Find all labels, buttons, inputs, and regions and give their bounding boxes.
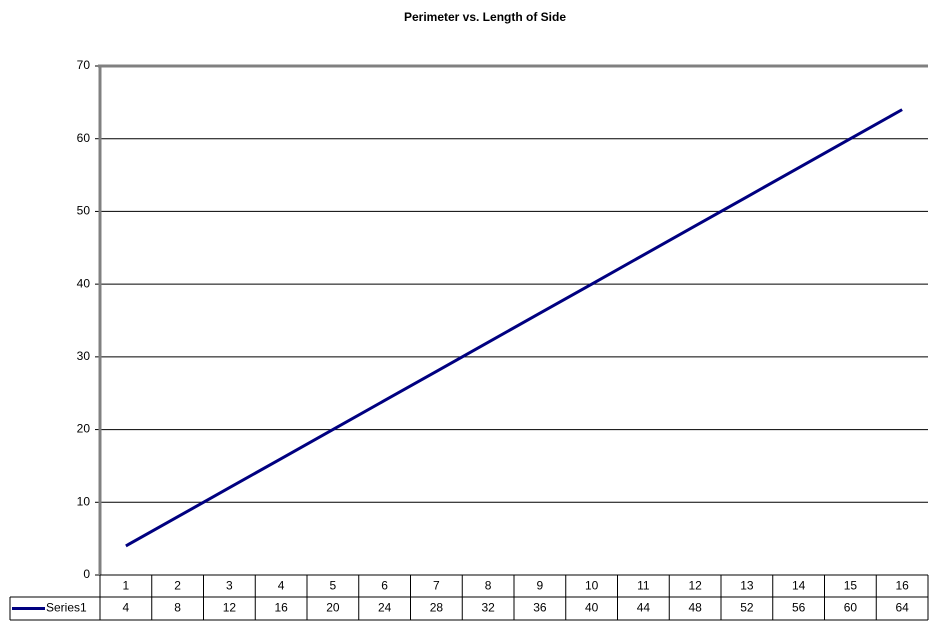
table-value: 36 — [533, 601, 547, 615]
y-tick-label: 50 — [77, 204, 91, 218]
y-tick-label: 40 — [77, 276, 91, 290]
table-value: 52 — [740, 601, 754, 615]
x-tick-label: 14 — [792, 579, 806, 593]
x-tick-label: 12 — [688, 579, 702, 593]
x-tick-label: 16 — [895, 579, 909, 593]
table-value: 12 — [223, 601, 237, 615]
table-value: 40 — [585, 601, 599, 615]
table-value: 32 — [481, 601, 495, 615]
table-value: 24 — [378, 601, 392, 615]
table-value: 20 — [326, 601, 340, 615]
table-value: 60 — [844, 601, 858, 615]
table-value: 44 — [637, 601, 651, 615]
x-tick-label: 9 — [537, 579, 544, 593]
x-tick-label: 7 — [433, 579, 440, 593]
x-tick-label: 6 — [381, 579, 388, 593]
legend-label: Series1 — [46, 601, 87, 615]
y-tick-label: 20 — [77, 422, 91, 436]
x-tick-label: 8 — [485, 579, 492, 593]
y-tick-label: 0 — [83, 567, 90, 581]
table-value: 64 — [895, 601, 909, 615]
x-tick-label: 10 — [585, 579, 599, 593]
table-value: 4 — [123, 601, 130, 615]
table-value: 56 — [792, 601, 806, 615]
y-tick-label: 10 — [77, 494, 91, 508]
x-tick-label: 3 — [226, 579, 233, 593]
x-tick-label: 11 — [637, 579, 650, 593]
y-tick-label: 70 — [77, 58, 91, 72]
x-tick-label: 13 — [740, 579, 754, 593]
x-tick-label: 2 — [174, 579, 181, 593]
chart-title: Perimeter vs. Length of Side — [404, 10, 566, 24]
x-tick-label: 5 — [330, 579, 337, 593]
x-tick-label: 4 — [278, 579, 285, 593]
x-tick-label: 1 — [123, 579, 130, 593]
table-value: 8 — [174, 601, 181, 615]
table-value: 16 — [274, 601, 288, 615]
y-tick-label: 60 — [77, 131, 91, 145]
table-value: 48 — [688, 601, 702, 615]
y-tick-label: 30 — [77, 349, 91, 363]
line — [125, 108, 903, 548]
x-tick-label: 15 — [844, 579, 858, 593]
table-value: 28 — [430, 601, 444, 615]
